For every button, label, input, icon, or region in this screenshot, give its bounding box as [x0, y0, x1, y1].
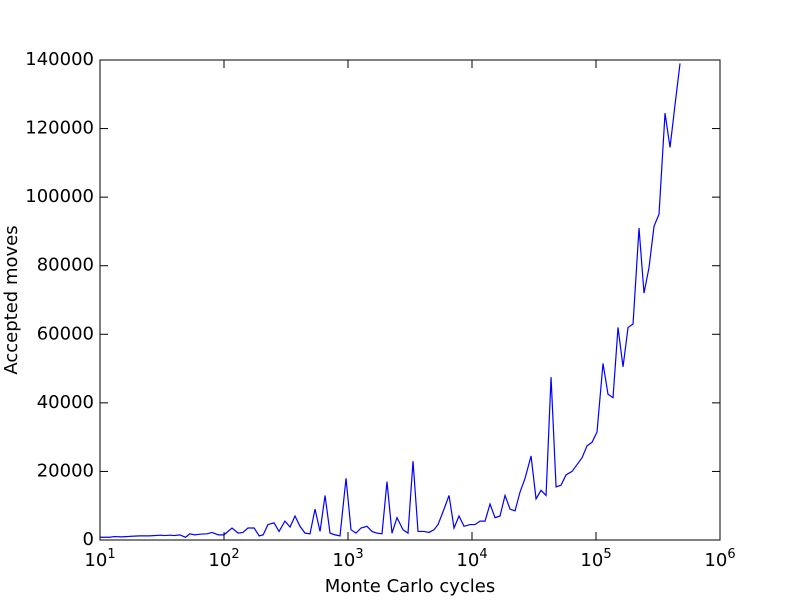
data-line: [100, 63, 681, 538]
y-tick-label: 0: [83, 529, 94, 550]
x-tick-label: 104: [456, 547, 487, 571]
y-tick-label: 60000: [37, 323, 94, 344]
x-tick-label: 103: [332, 547, 363, 571]
x-axis-label: Monte Carlo cycles: [325, 576, 495, 597]
y-tick-label: 120000: [25, 118, 94, 139]
y-tick-label: 140000: [25, 49, 94, 70]
x-tick-label: 106: [704, 547, 735, 571]
y-tick-label: 40000: [37, 392, 94, 413]
y-tick-label: 100000: [25, 186, 94, 207]
x-tick-label: 105: [580, 547, 611, 571]
x-tick-label: 102: [208, 547, 239, 571]
y-axis-label: Accepted moves: [1, 225, 22, 374]
y-tick-label: 20000: [37, 460, 94, 481]
plot-frame: [99, 59, 721, 541]
y-tick-label: 80000: [37, 255, 94, 276]
x-tick-label: 101: [84, 547, 115, 571]
